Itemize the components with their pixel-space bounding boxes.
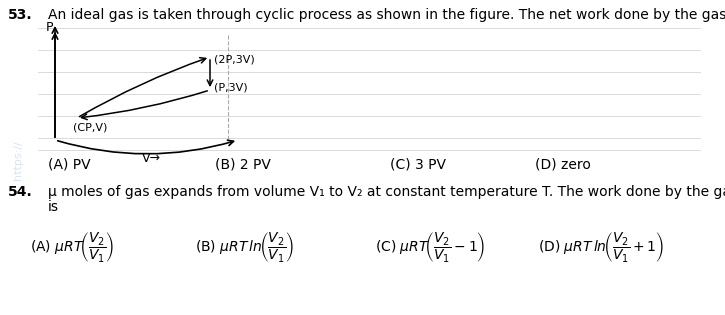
Text: P: P bbox=[46, 21, 53, 34]
Text: (C) 3 PV: (C) 3 PV bbox=[390, 158, 446, 172]
Text: (D) $\mu RT\,\mathit{ln}\!\left(\dfrac{V_2}{V_1}+1\right)$: (D) $\mu RT\,\mathit{ln}\!\left(\dfrac{V… bbox=[538, 230, 664, 264]
Text: https://: https:// bbox=[13, 140, 23, 180]
Text: (B) 2 PV: (B) 2 PV bbox=[215, 158, 271, 172]
Text: V→: V→ bbox=[141, 152, 160, 165]
Text: μ moles of gas expands from volume V₁ to V₂ at constant temperature T. The work : μ moles of gas expands from volume V₁ to… bbox=[48, 185, 725, 199]
Text: (A) $\mu RT\!\left(\dfrac{V_2}{V_1}\right)$: (A) $\mu RT\!\left(\dfrac{V_2}{V_1}\righ… bbox=[30, 230, 115, 264]
Text: 54.: 54. bbox=[8, 185, 33, 199]
Text: is: is bbox=[48, 200, 59, 214]
Text: 53.: 53. bbox=[8, 8, 33, 22]
Text: (B) $\mu RT\,\mathit{ln}\!\left(\dfrac{V_2}{V_1}\right)$: (B) $\mu RT\,\mathit{ln}\!\left(\dfrac{V… bbox=[195, 230, 294, 264]
Text: (D) zero: (D) zero bbox=[535, 158, 591, 172]
Text: (P,3V): (P,3V) bbox=[214, 82, 248, 92]
Text: (2P,3V): (2P,3V) bbox=[214, 54, 254, 64]
Text: An ideal gas is taken through cyclic process as shown in the figure. The net wor: An ideal gas is taken through cyclic pro… bbox=[48, 8, 725, 22]
Text: (A) PV: (A) PV bbox=[48, 158, 91, 172]
Text: (CP,V): (CP,V) bbox=[73, 122, 107, 132]
Text: (C) $\mu RT\!\left(\dfrac{V_2}{V_1}-1\right)$: (C) $\mu RT\!\left(\dfrac{V_2}{V_1}-1\ri… bbox=[375, 230, 486, 264]
